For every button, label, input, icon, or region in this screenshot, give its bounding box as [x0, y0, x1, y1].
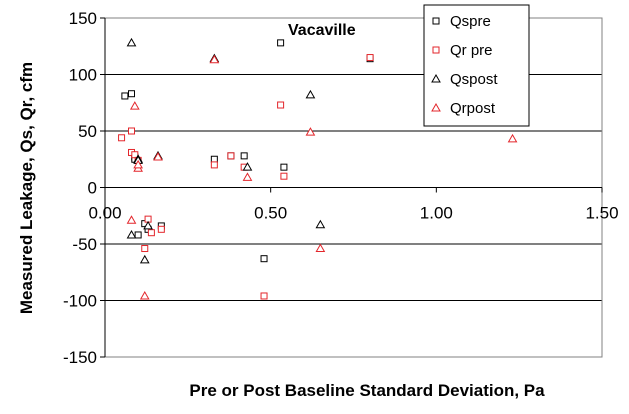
x-tick-label: 1.50 [585, 204, 618, 223]
y-tick-label: -100 [63, 292, 97, 311]
data-point [305, 127, 316, 136]
x-tick-labels: 0.00 0.50 1.00 1.50 [88, 187, 619, 223]
data-point [210, 161, 218, 169]
data-point [126, 229, 137, 239]
y-tick-labels: 150 100 50 0 -50 -100 -150 [63, 9, 105, 367]
legend-marker [431, 73, 441, 83]
data-point [147, 229, 155, 237]
series-qspost [126, 37, 326, 264]
x-tick-label: 1.00 [420, 204, 453, 223]
data-point [242, 172, 253, 181]
legend-marker [432, 17, 440, 25]
y-axis-title: Measured Leakage, Qs, Qr, cfm [17, 62, 36, 314]
data-points [118, 37, 518, 300]
x-tick-label: 0.00 [88, 204, 121, 223]
data-point [209, 54, 220, 64]
data-point [129, 101, 140, 110]
data-point [260, 255, 268, 263]
legend-label: Qspre [450, 13, 491, 30]
data-point [133, 159, 143, 169]
legend: Qspre Qr pre Qspost Qrpost [423, 4, 530, 127]
series-qrpost [126, 54, 518, 300]
data-point [305, 89, 316, 99]
data-point [315, 219, 326, 229]
y-tick-label: 0 [88, 179, 97, 198]
data-point [128, 127, 136, 135]
data-point [139, 254, 150, 264]
legend-box [423, 4, 530, 127]
data-point [280, 163, 288, 171]
data-point [240, 152, 248, 160]
data-point [242, 162, 253, 171]
data-point [366, 54, 374, 62]
y-tick-label: -50 [72, 235, 97, 254]
x-tick-label: 0.50 [254, 204, 287, 223]
y-tick-label: 50 [78, 122, 97, 141]
legend-label: Qr pre [450, 42, 493, 59]
legend-marker [432, 46, 440, 54]
x-axis-title: Pre or Post Baseline Standard Deviation,… [189, 381, 545, 400]
data-point [315, 243, 326, 253]
data-point [139, 290, 150, 300]
data-point [157, 225, 165, 233]
legend-marker [431, 102, 441, 112]
data-point [143, 220, 153, 230]
series-qr-pre [118, 54, 374, 300]
data-point [280, 172, 288, 180]
data-point [277, 39, 285, 47]
data-point [126, 215, 137, 224]
data-point [134, 231, 142, 239]
legend-label: Qspost [450, 71, 498, 88]
y-tick-label: -150 [63, 348, 97, 367]
data-point [507, 133, 518, 143]
y-tick-label: 150 [69, 9, 97, 28]
data-point [118, 134, 126, 142]
data-point [141, 245, 149, 253]
data-point [121, 92, 129, 100]
chart-annotation: Vacaville [288, 22, 356, 39]
data-point [128, 90, 136, 98]
legend-label: Qrpost [450, 100, 496, 117]
y-tick-label: 100 [69, 66, 97, 85]
data-point [126, 37, 137, 47]
data-point [210, 155, 218, 163]
data-point [277, 101, 285, 109]
data-point [153, 151, 163, 161]
data-point [260, 292, 268, 300]
data-point [227, 152, 235, 160]
